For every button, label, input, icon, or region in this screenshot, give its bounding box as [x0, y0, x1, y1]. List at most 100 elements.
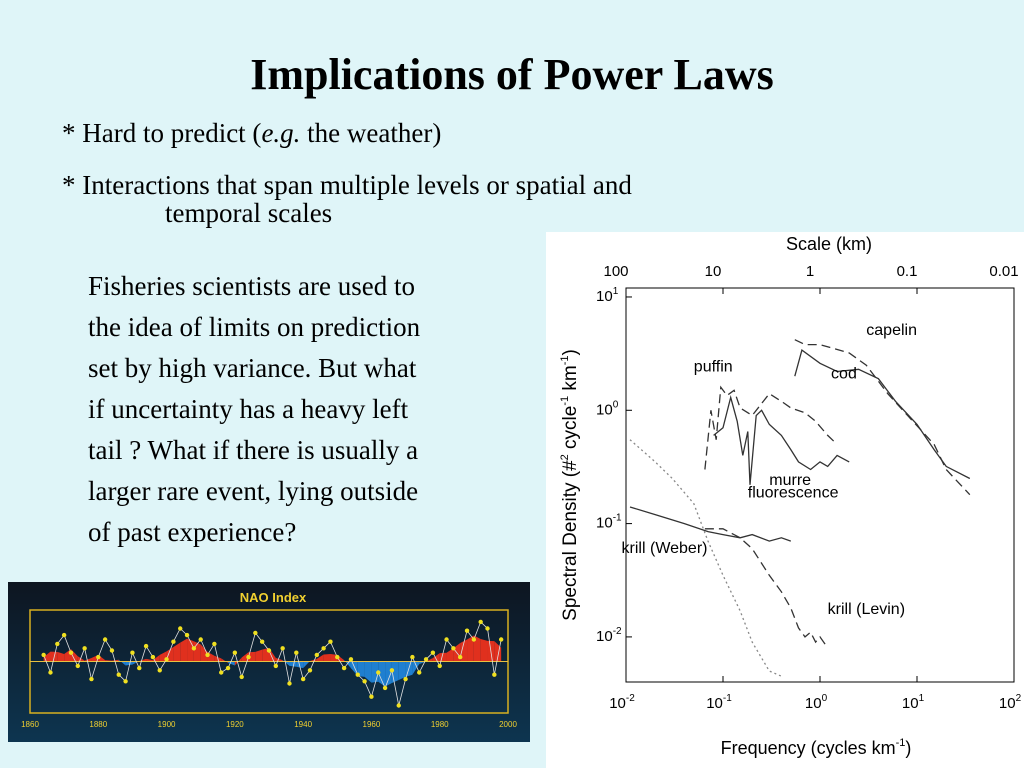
nao-data-point	[444, 637, 449, 642]
series-krill-weber	[629, 506, 792, 542]
nao-data-point	[294, 650, 299, 655]
nao-data-point	[389, 668, 395, 673]
nao-negative-area	[412, 661, 420, 675]
nao-index-chart: NAO Index 1860 1880 1900 1920 1940 1960 1980 20…	[8, 582, 530, 742]
nao-positive-area	[426, 657, 433, 662]
nao-data-point	[362, 679, 367, 684]
nao-data-point	[219, 670, 224, 675]
paragraph-line: larger rare event, lying outside	[88, 476, 419, 506]
nao-negative-area	[357, 661, 365, 677]
nao-negative-area	[398, 661, 406, 680]
body-paragraph: Fisheries scientists are used to the ide…	[88, 266, 528, 553]
nao-data-point	[116, 672, 121, 677]
nao-positive-area	[57, 651, 65, 662]
nao-data-point	[417, 670, 422, 675]
nao-data-point	[451, 646, 456, 651]
nao-data-point	[458, 654, 463, 660]
series-label: krill (Weber)	[622, 540, 708, 557]
nao-positive-area	[467, 635, 474, 662]
nao-x-tick-label: 1980	[431, 720, 449, 729]
nao-positive-area	[255, 649, 263, 662]
nao-data-point	[82, 646, 87, 651]
nao-x-tick-label: 1920	[226, 720, 244, 729]
nao-data-point	[471, 637, 477, 642]
nao-data-point	[300, 676, 306, 682]
nao-data-point	[137, 665, 142, 671]
x-tick-label: 100	[805, 693, 828, 712]
series-krill-levin	[704, 528, 829, 649]
series-label: capelin	[866, 322, 917, 339]
series-label: cod	[831, 366, 857, 383]
nao-data-point	[143, 643, 149, 649]
nao-data-point	[130, 650, 135, 655]
nao-data-point	[485, 626, 490, 631]
series-label: krill (Levin)	[828, 601, 905, 618]
nao-data-point	[246, 654, 251, 660]
nao-data-point	[102, 637, 108, 642]
nao-x-tick-label: 1880	[89, 720, 107, 729]
nao-data-point	[410, 654, 415, 660]
nao-data-point	[205, 652, 210, 658]
x-tick-label: 10-2	[609, 693, 635, 712]
nao-positive-area	[146, 658, 153, 662]
nao-data-point	[464, 628, 470, 633]
nao-positive-area	[316, 654, 324, 662]
nao-title: NAO Index	[240, 590, 307, 605]
y-tick-label: 101	[596, 286, 619, 305]
x-tick-label: 10-1	[706, 693, 732, 712]
y-tick-label: 10-2	[596, 626, 622, 645]
nao-data-point	[355, 672, 360, 677]
nao-data-point	[259, 639, 265, 644]
y-axis-label: Spectral Density (#2 cycle-1 km-1)	[559, 349, 581, 621]
y-tick-label: 10-1	[596, 513, 622, 532]
top-axis-title: Scale (km)	[786, 234, 872, 254]
nao-x-tick-label: 1960	[363, 720, 381, 729]
x-tick-label: 102	[999, 693, 1022, 712]
nao-data-point	[109, 648, 115, 653]
nao-data-point	[423, 657, 429, 662]
nao-data-point	[280, 646, 285, 651]
nao-negative-area	[364, 661, 372, 683]
nao-data-point	[273, 663, 279, 669]
nao-data-point	[376, 670, 381, 675]
slide-title: Implications of Power Laws	[250, 50, 774, 99]
nao-data-point	[321, 646, 326, 651]
series-capelin	[794, 339, 971, 496]
nao-data-point	[335, 654, 340, 660]
nao-x-tick-label: 1860	[21, 720, 39, 729]
nao-data-point	[307, 668, 313, 673]
nao-negative-area	[350, 661, 358, 677]
nao-negative-area	[391, 661, 399, 684]
nao-positive-area	[77, 656, 85, 662]
nao-positive-area	[200, 644, 208, 662]
top-tick-label: 1	[806, 263, 814, 280]
nao-data-point	[396, 703, 401, 708]
x-tick-label: 101	[902, 693, 925, 712]
nao-data-point	[287, 681, 292, 686]
nao-data-point	[123, 679, 128, 684]
nao-data-point	[382, 685, 388, 691]
nao-data-point	[61, 632, 67, 638]
nao-negative-area	[385, 661, 392, 687]
nao-data-point	[89, 676, 94, 682]
nao-data-point	[48, 670, 53, 675]
top-tick-label: 10	[705, 263, 722, 280]
x-axis-label: Frequency (cycles km-1)	[721, 737, 912, 758]
series-label: fluorescence	[748, 484, 839, 501]
series-fluorescence	[629, 439, 782, 677]
nao-positive-area	[173, 642, 181, 662]
nao-data-point	[369, 694, 374, 699]
series-cod	[794, 349, 971, 480]
nao-x-tick-label: 1940	[294, 720, 312, 729]
nao-data-point	[225, 665, 231, 671]
nao-negative-area	[378, 661, 386, 687]
nao-data-point	[492, 672, 497, 677]
nao-negative-area	[228, 661, 235, 666]
nao-x-tick-label: 1900	[158, 720, 176, 729]
nao-data-point	[68, 650, 74, 655]
y-tick-label: 100	[596, 399, 619, 418]
series-label: puffin	[694, 358, 733, 375]
paragraph-line: tail ? What if there is usually a	[88, 435, 419, 465]
series-label: murre	[769, 472, 811, 489]
top-tick-label: 100	[603, 263, 628, 280]
